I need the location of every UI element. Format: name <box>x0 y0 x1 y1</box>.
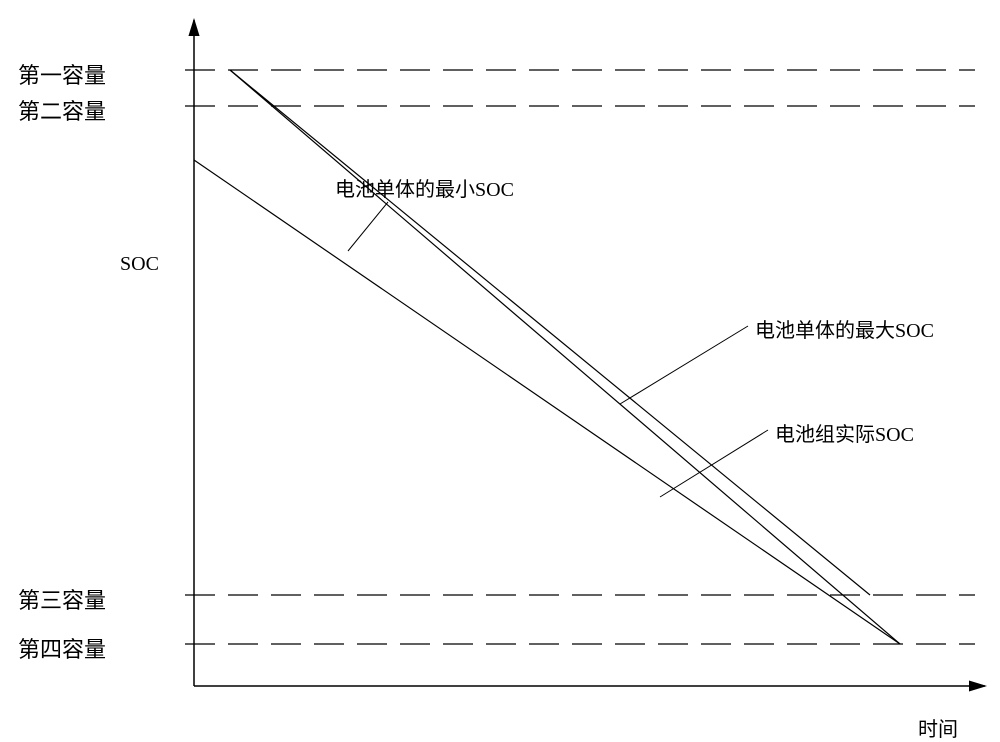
callout-line-max_soc <box>620 326 748 404</box>
soc-chart: SOC 时间 第一容量第二容量第三容量第四容量 电池单体的最小SOC 电池单体的最大SO… <box>0 0 1000 742</box>
x-axis-arrow <box>969 680 987 691</box>
capacity-label-c3: 第三容量 <box>18 583 106 615</box>
callout-line-min_soc <box>348 202 388 251</box>
callout-line-pack_soc <box>660 430 768 497</box>
callout-label-pack_soc: 电池组实际SOC <box>775 418 914 447</box>
chart-svg <box>0 0 1000 742</box>
capacity-label-c1: 第一容量 <box>18 58 106 90</box>
y-axis-label: SOC <box>120 253 159 276</box>
x-axis-label: 时间 <box>918 713 958 742</box>
capacity-label-c4: 第四容量 <box>18 632 106 664</box>
soc-line-max_soc <box>194 160 900 644</box>
callout-label-max_soc: 电池单体的最大SOC <box>755 314 934 343</box>
y-axis-arrow <box>188 18 199 36</box>
soc-line-min_soc <box>230 70 900 644</box>
capacity-label-c2: 第二容量 <box>18 94 106 126</box>
callout-label-min_soc: 电池单体的最小SOC <box>335 173 514 202</box>
